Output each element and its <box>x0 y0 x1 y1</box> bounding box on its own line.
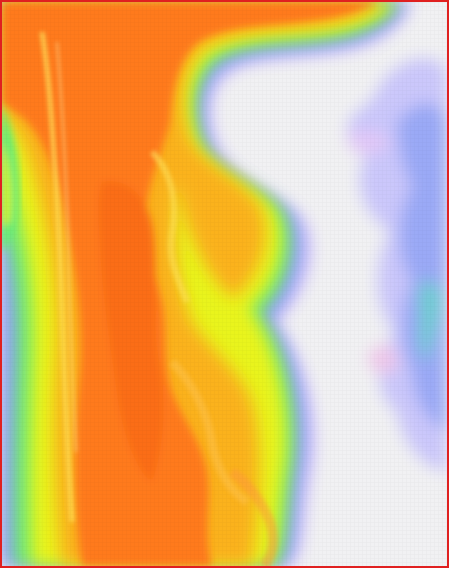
image-frame <box>0 0 449 568</box>
fluid-simulation-heatmap <box>2 2 447 566</box>
pixel-texture <box>2 2 447 566</box>
